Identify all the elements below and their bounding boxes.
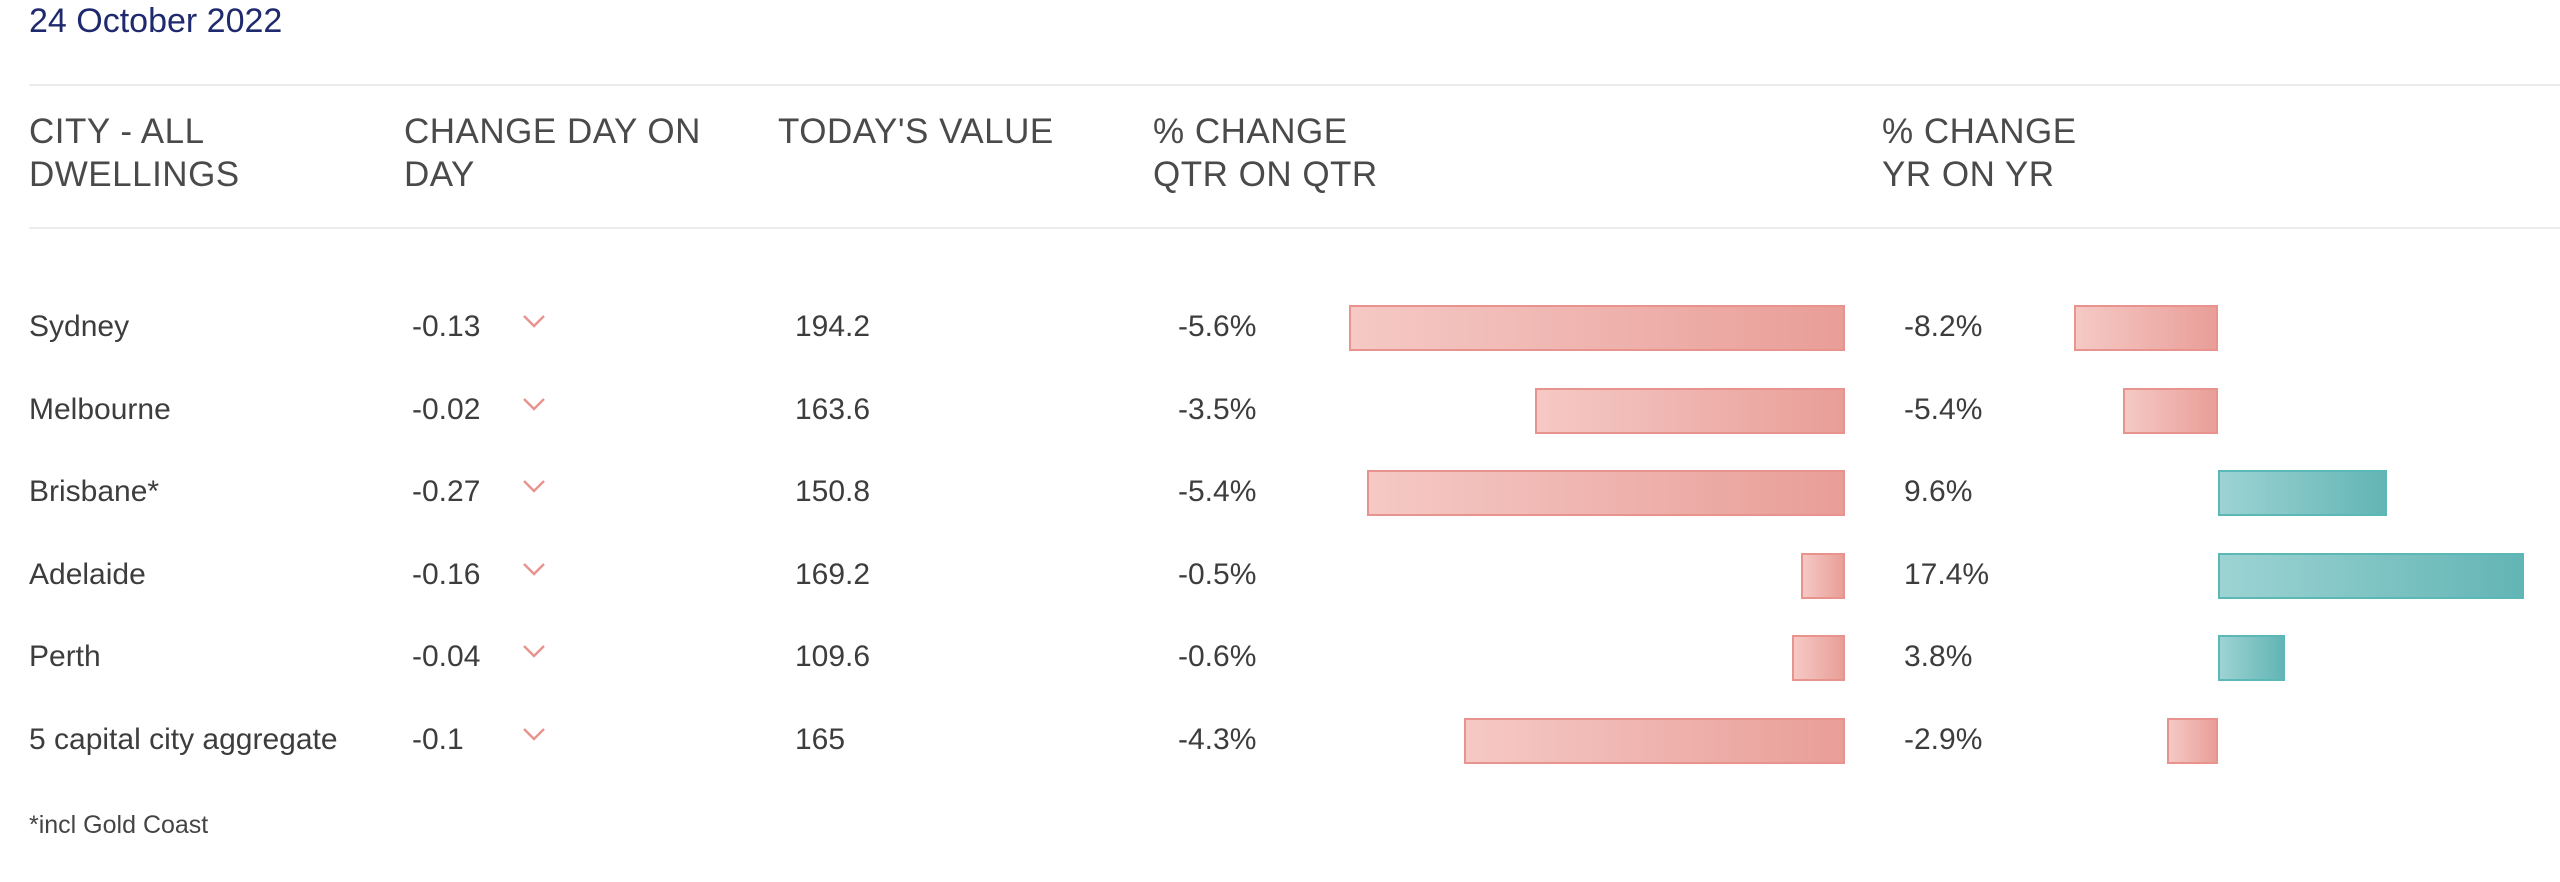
table-row: Brisbane* -0.27 150.8 -5.4% 9.6% [0, 453, 2560, 535]
yr-change-label: 17.4% [1904, 557, 1990, 591]
header-qtr-change: % CHANGE QTR ON QTR [1153, 112, 1378, 194]
header-city: CITY - ALL DWELLINGS [29, 112, 240, 194]
qtr-change-bar [1791, 635, 1845, 681]
city-name: Melbourne [29, 392, 171, 426]
table-row: Sydney -0.13 194.2 -5.6% -8.2% [0, 288, 2560, 370]
qtr-change-label: -0.5% [1178, 557, 1257, 591]
todays-value: 163.6 [795, 392, 871, 426]
footnote: *incl Gold Coast [29, 811, 209, 839]
divider-top [29, 84, 2560, 86]
chevron-down-icon [523, 645, 545, 658]
table-row: Perth -0.04 109.6 -0.6% 3.8% [0, 618, 2560, 700]
report-date: 24 October 2022 [29, 2, 283, 40]
header-change-day: CHANGE DAY ON DAY [404, 112, 701, 194]
header-todays-value: TODAY'S VALUE [778, 112, 1054, 151]
city-name: Adelaide [29, 557, 146, 591]
yr-change-bar [2166, 717, 2218, 764]
yr-change-label: -5.4% [1904, 392, 1983, 426]
day-change-value: -0.13 [412, 310, 481, 343]
table-row: Melbourne -0.02 163.6 -3.5% -5.4% [0, 371, 2560, 453]
chevron-down-icon [523, 315, 545, 328]
qtr-change-bar [1800, 552, 1845, 599]
day-change-value: -0.16 [412, 557, 481, 591]
todays-value: 165 [795, 722, 846, 756]
yr-change-bar [2122, 387, 2218, 434]
qtr-change-bar [1535, 387, 1845, 434]
qtr-change-bar [1367, 470, 1845, 516]
chevron-down-icon [523, 727, 545, 741]
chevron-down-icon [523, 397, 545, 411]
yr-change-label: -2.9% [1904, 722, 1983, 756]
yr-change-bar [2218, 470, 2387, 516]
yr-change-label: 9.6% [1904, 475, 1973, 508]
city-name: Sydney [29, 310, 130, 343]
city-name: Brisbane* [29, 475, 160, 508]
yr-change-bar [2218, 635, 2285, 681]
divider-header [29, 227, 2560, 229]
city-name: 5 capital city aggregate [29, 722, 338, 756]
yr-change-bar [2218, 552, 2525, 599]
qtr-change-label: -0.6% [1178, 640, 1257, 673]
todays-value: 150.8 [795, 475, 871, 508]
qtr-change-bar [1464, 717, 1845, 764]
yr-change-label: 3.8% [1904, 640, 1973, 673]
todays-value: 109.6 [795, 640, 871, 673]
day-change-value: -0.04 [412, 640, 481, 673]
yr-change-label: -8.2% [1904, 310, 1983, 343]
day-change-value: -0.1 [412, 722, 464, 756]
chevron-down-icon [523, 480, 545, 493]
todays-value: 169.2 [795, 557, 871, 591]
day-change-value: -0.02 [412, 392, 481, 426]
day-change-value: -0.27 [412, 475, 481, 508]
todays-value: 194.2 [795, 310, 871, 343]
qtr-change-label: -5.4% [1178, 475, 1257, 508]
yr-change-bar [2073, 305, 2218, 351]
qtr-change-bar [1349, 305, 1845, 351]
qtr-change-label: -5.6% [1178, 310, 1257, 343]
city-name: Perth [29, 640, 101, 673]
qtr-change-label: -4.3% [1178, 722, 1257, 756]
table-row: 5 capital city aggregate -0.1 165 -4.3% -2.9… [0, 701, 2560, 783]
table-row: Adelaide -0.16 169.2 -0.5% 17.4% [0, 536, 2560, 618]
qtr-change-label: -3.5% [1178, 392, 1257, 426]
chevron-down-icon [523, 562, 545, 576]
header-yr-change: % CHANGE YR ON YR [1882, 112, 2077, 194]
